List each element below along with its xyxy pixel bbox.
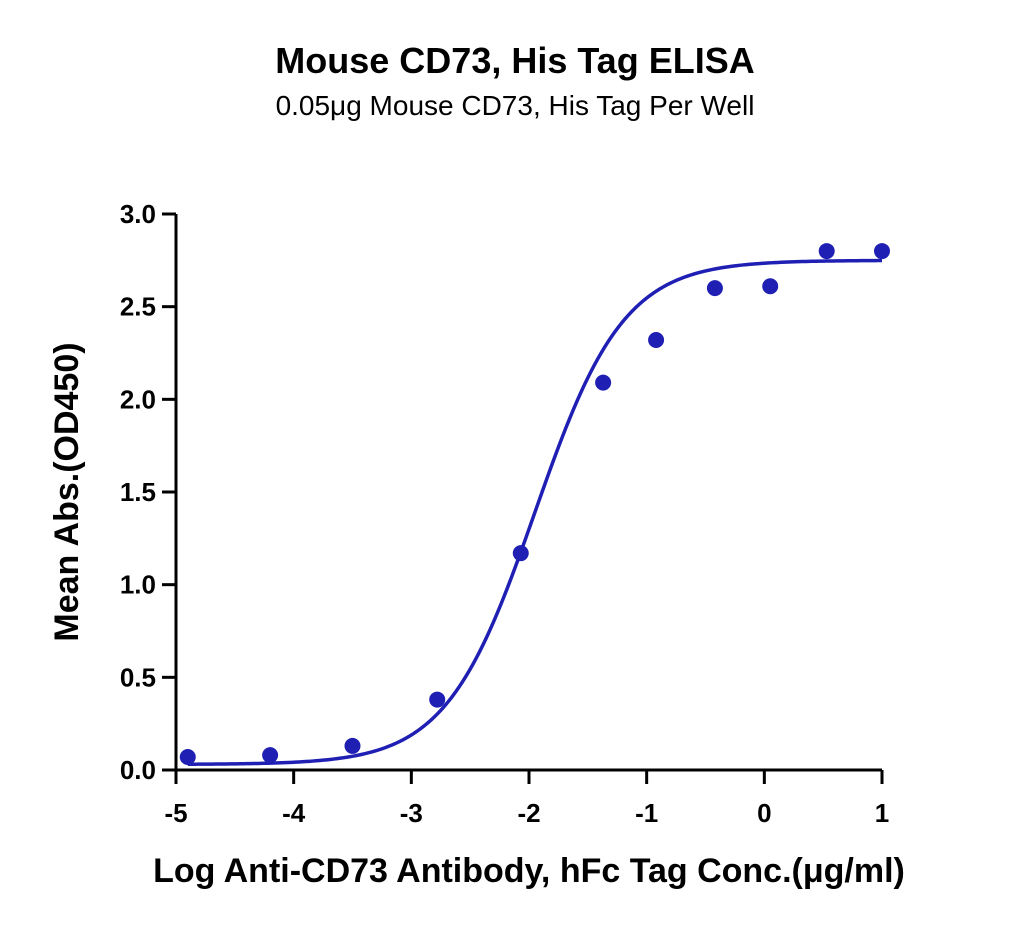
- data-point: [762, 278, 779, 295]
- x-tick-label: 1: [875, 798, 889, 828]
- y-tick-label: 2.0: [120, 384, 156, 414]
- x-axis-title: Log Anti-CD73 Antibody, hFc Tag Conc.(μg…: [153, 852, 905, 890]
- y-tick-label: 2.5: [120, 292, 156, 322]
- y-tick-label: 0.0: [120, 755, 156, 785]
- chart-title: Mouse CD73, His Tag ELISA: [275, 40, 755, 81]
- x-tick-label: -5: [164, 798, 187, 828]
- y-tick-label: 1.0: [120, 570, 156, 600]
- y-axis-title: Mean Abs.(OD450): [48, 342, 86, 641]
- data-point: [262, 747, 279, 764]
- data-point: [595, 374, 612, 391]
- data-point: [429, 691, 446, 708]
- x-tick-label: -1: [635, 798, 658, 828]
- y-tick-label: 1.5: [120, 477, 156, 507]
- x-tick-label: -2: [517, 798, 540, 828]
- data-point: [179, 749, 196, 766]
- x-tick-label: -4: [282, 798, 306, 828]
- data-point: [818, 243, 835, 260]
- data-point: [706, 280, 723, 297]
- data-point: [512, 545, 529, 562]
- chart-subtitle: 0.05μg Mouse CD73, His Tag Per Well: [275, 90, 755, 121]
- y-tick-label: 0.5: [120, 662, 156, 692]
- y-tick-label: 3.0: [120, 199, 156, 229]
- x-tick-label: 0: [757, 798, 771, 828]
- data-point: [874, 243, 890, 260]
- fit-curve: [187, 258, 883, 766]
- data-point: [344, 737, 361, 754]
- data-point: [648, 332, 665, 349]
- x-tick-label: -3: [400, 798, 423, 828]
